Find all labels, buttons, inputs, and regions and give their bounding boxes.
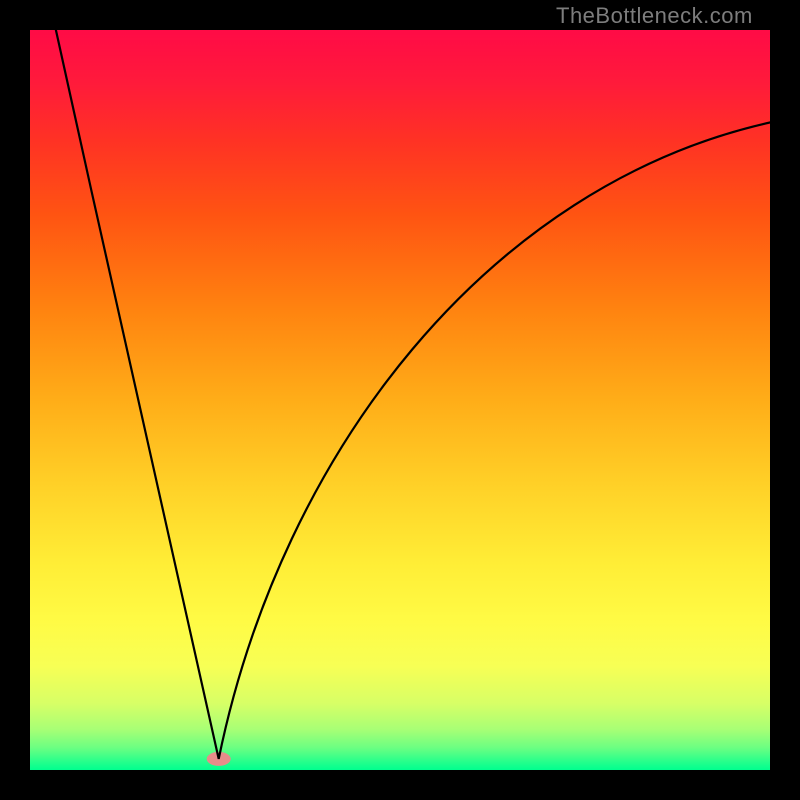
chart-root: TheBottleneck.com: [0, 0, 800, 800]
gradient-background: [30, 30, 770, 770]
watermark-text: TheBottleneck.com: [556, 3, 753, 29]
plot-area: [30, 30, 770, 770]
chart-svg: [30, 30, 770, 770]
